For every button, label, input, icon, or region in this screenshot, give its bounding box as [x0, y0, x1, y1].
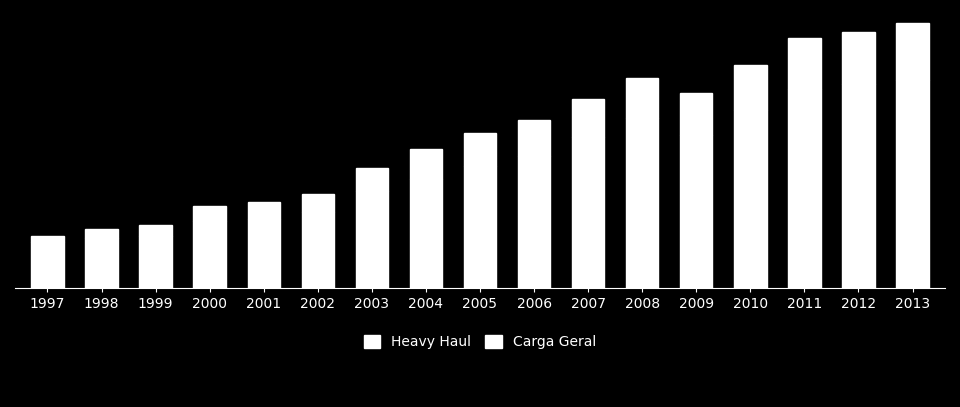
Bar [410, 179, 443, 288]
Bar [842, 84, 875, 288]
Bar [680, 135, 712, 288]
Bar [301, 193, 334, 212]
Bar [572, 99, 605, 137]
Bar [248, 202, 280, 219]
Bar [139, 236, 172, 288]
Bar [32, 236, 63, 242]
Bar [788, 38, 821, 88]
Bar [897, 80, 928, 288]
Bar [517, 156, 550, 288]
Bar [572, 137, 605, 288]
Bar [193, 206, 226, 221]
Bar [464, 133, 496, 166]
Bar [355, 168, 388, 191]
Bar [734, 109, 767, 288]
Legend: Heavy Haul, Carga Geral: Heavy Haul, Carga Geral [364, 335, 596, 349]
Bar [897, 23, 928, 80]
Bar [355, 191, 388, 288]
Bar [193, 221, 226, 288]
Bar [788, 88, 821, 288]
Bar [517, 120, 550, 156]
Bar [85, 238, 118, 288]
Bar [734, 66, 767, 109]
Bar [139, 225, 172, 236]
Bar [32, 242, 63, 288]
Bar [301, 212, 334, 288]
Bar [85, 229, 118, 238]
Bar [842, 32, 875, 84]
Bar [626, 78, 659, 118]
Bar [680, 93, 712, 135]
Bar [410, 149, 443, 179]
Bar [464, 166, 496, 288]
Bar [248, 219, 280, 288]
Bar [626, 118, 659, 288]
